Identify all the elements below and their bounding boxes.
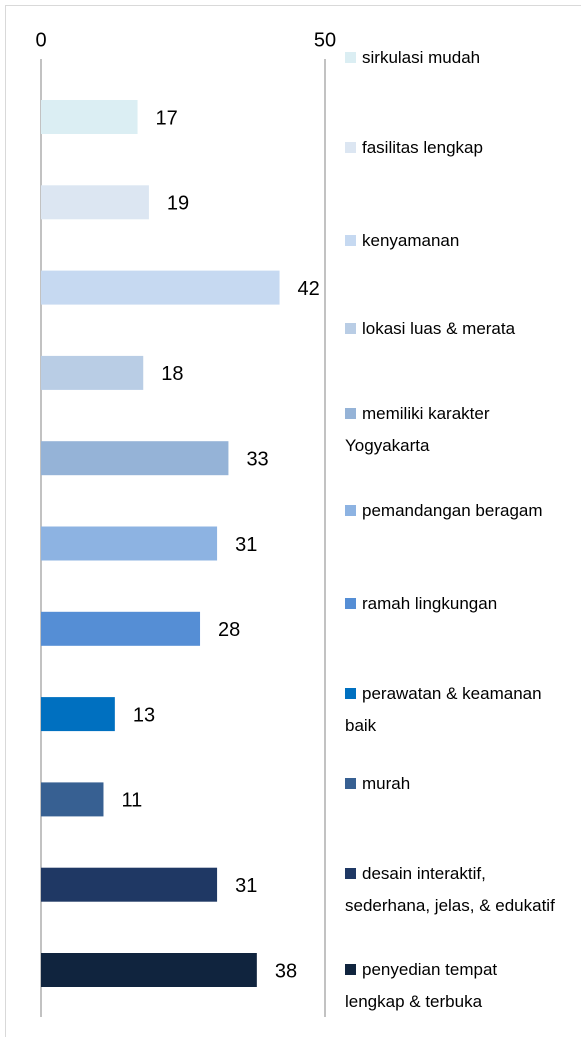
value-label: 18 [161,363,183,385]
legend-label: memiliki karakter Yogyakarta [345,404,490,455]
legend-item: fasilitas lengkap [345,132,560,164]
bar [41,953,257,987]
legend-swatch [345,505,356,516]
value-label: 17 [156,107,178,129]
legend-label: penyedian tempat lengkap & terbuka [345,960,498,1011]
bar [41,441,229,476]
x-tick-label: 0 [35,29,46,51]
bar [41,526,218,561]
value-label: 38 [275,960,297,982]
bar [41,611,201,646]
legend-label: murah [362,774,411,793]
bar [41,867,218,902]
legend-label: fasilitas lengkap [362,138,483,157]
legend-swatch [345,52,356,63]
legend-item: murah [345,768,560,800]
legend-swatch [345,688,356,699]
legend-label: kenyamanan [362,231,460,250]
value-label: 31 [235,534,257,556]
value-label: 28 [218,619,240,641]
legend-item: penyedian tempat lengkap & terbuka [345,954,560,1018]
legend-swatch [345,868,356,879]
legend-item: ramah lingkungan [345,588,560,620]
legend-label: desain interaktif, sederhana, jelas, & e… [345,864,555,915]
legend-label: ramah lingkungan [362,594,498,613]
value-label: 13 [133,704,155,726]
legend-item: lokasi luas & merata [345,313,560,345]
legend-swatch [345,964,356,975]
chart-frame [5,5,581,1037]
legend-item: perawatan & keamanan baik [345,678,560,742]
bar [41,697,115,732]
bar [41,185,149,220]
legend-item: sirkulasi mudah [345,42,560,74]
bar [41,782,104,817]
legend-label: perawatan & keamanan baik [345,684,542,735]
legend-item: pemandangan beragam [345,495,560,527]
bar [41,270,280,305]
value-label: 42 [298,278,320,300]
legend-label: pemandangan beragam [362,501,543,520]
legend-label: sirkulasi mudah [362,48,481,67]
legend-swatch [345,323,356,334]
legend-item: desain interaktif, sederhana, jelas, & e… [345,858,560,922]
value-label: 31 [235,875,257,897]
legend-swatch [345,235,356,246]
bar [41,355,144,390]
legend-item: memiliki karakter Yogyakarta [345,398,560,462]
legend-swatch [345,142,356,153]
legend-swatch [345,778,356,789]
value-label: 19 [167,193,189,215]
legend-label: lokasi luas & merata [362,319,516,338]
x-tick-label: 50 [314,29,336,51]
bar [41,100,138,134]
legend-item: kenyamanan [345,225,560,257]
legend-swatch [345,598,356,609]
legend-swatch [345,408,356,419]
value-label: 33 [246,448,268,470]
value-label: 11 [121,790,142,812]
